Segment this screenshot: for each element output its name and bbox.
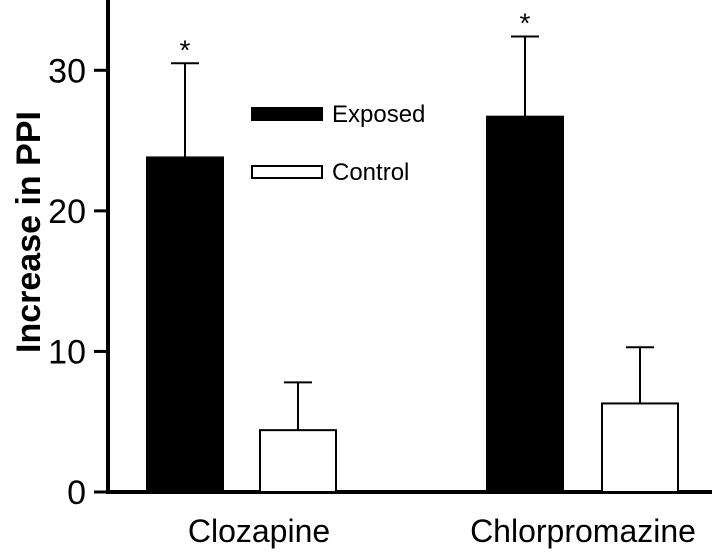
y-tick-label: 10 — [48, 333, 86, 371]
y-tick-label: 0 — [67, 474, 86, 512]
legend-label-exposed: Exposed — [332, 101, 425, 128]
legend-swatch-control — [251, 165, 323, 179]
y-tick-label: 20 — [48, 193, 86, 231]
legend-swatch-exposed — [251, 107, 323, 121]
chart-legend: Exposed Control — [251, 101, 425, 186]
bar-exposed — [146, 156, 224, 493]
bar-control — [601, 402, 679, 493]
y-tick-label: 30 — [48, 52, 86, 90]
y-axis-label: Increase in PPI — [10, 111, 48, 353]
significance-marker: * — [180, 34, 191, 65]
x-category-label: Chlorpromazine — [470, 513, 696, 549]
chart-bars: ** — [146, 8, 679, 493]
bar-exposed — [486, 115, 564, 493]
x-category-label: Clozapine — [188, 513, 330, 549]
significance-marker: * — [520, 8, 531, 39]
legend-label-control: Control — [332, 159, 409, 186]
bar-control — [259, 429, 337, 493]
